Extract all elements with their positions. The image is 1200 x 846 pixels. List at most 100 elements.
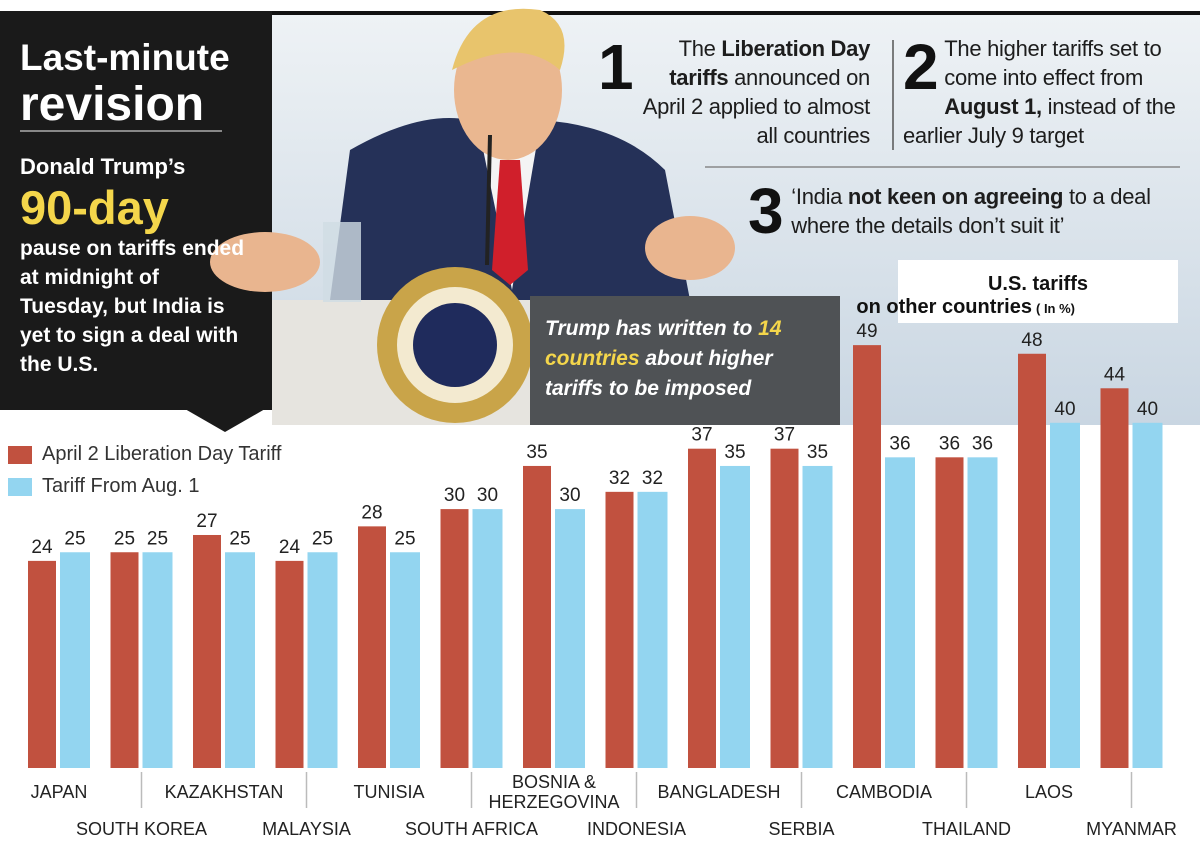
value-label: 37 bbox=[691, 425, 712, 446]
text-run: instead of the earlier July 9 target bbox=[903, 94, 1176, 148]
photo bbox=[210, 8, 735, 425]
value-label: 36 bbox=[972, 433, 993, 454]
bar bbox=[555, 509, 585, 768]
value-label: 25 bbox=[312, 528, 333, 549]
bar bbox=[390, 552, 420, 768]
bar bbox=[1050, 422, 1080, 768]
legend-label: Tariff From Aug. 1 bbox=[42, 475, 200, 497]
x-tick-label: SOUTH KOREA bbox=[75, 819, 208, 839]
value-label: 36 bbox=[939, 433, 960, 454]
bar bbox=[28, 560, 56, 768]
point-number: 2 bbox=[903, 31, 939, 103]
panel-body: pause on tariffs ended at midnight of Tu… bbox=[20, 237, 245, 376]
bar bbox=[60, 552, 90, 768]
bar bbox=[142, 552, 173, 768]
text-run: Trump has written to bbox=[545, 317, 759, 340]
point: 1 The Liberation Day tariffs announced on… bbox=[598, 34, 870, 150]
emphasis: Liberation Day tariffs bbox=[669, 36, 870, 90]
bar bbox=[193, 534, 221, 768]
legend-swatch bbox=[8, 445, 32, 464]
panel-lead: Donald Trump’s bbox=[20, 154, 186, 179]
bar bbox=[1100, 388, 1129, 768]
bar bbox=[307, 552, 338, 768]
text-run: about higher tariffs to be imposed bbox=[545, 347, 773, 400]
value-label: 48 bbox=[1021, 330, 1042, 351]
bar bbox=[853, 345, 881, 768]
legend-item: Tariff From Aug. 1 bbox=[8, 475, 199, 498]
legend-item: April 2 Liberation Day Tariff bbox=[8, 443, 281, 466]
x-tick-label: SOUTH AFRICA bbox=[404, 819, 538, 839]
bar bbox=[225, 552, 255, 768]
value-label: 30 bbox=[444, 485, 465, 506]
bar bbox=[688, 448, 716, 768]
emphasis: August 1, bbox=[944, 94, 1042, 119]
bar bbox=[802, 465, 833, 768]
x-tick-label: TUNISIA bbox=[353, 782, 425, 802]
bar bbox=[110, 552, 139, 768]
bar bbox=[472, 509, 503, 768]
top-rule bbox=[272, 11, 1200, 15]
value-label: 49 bbox=[856, 321, 877, 342]
value-label: 30 bbox=[559, 485, 580, 506]
value-label: 35 bbox=[724, 442, 745, 463]
value-label: 35 bbox=[526, 442, 547, 463]
bar bbox=[523, 465, 551, 768]
title-line: revision bbox=[20, 78, 205, 131]
value-label: 24 bbox=[31, 537, 53, 558]
emphasis: not keen on agreeing bbox=[847, 184, 1064, 209]
bar bbox=[440, 509, 469, 768]
value-label: 36 bbox=[889, 433, 910, 454]
bar bbox=[358, 526, 386, 768]
text-run: ‘India bbox=[791, 184, 848, 209]
callout-box bbox=[530, 296, 840, 425]
point-number: 1 bbox=[598, 31, 634, 103]
bar bbox=[720, 465, 750, 768]
point: 2 The higher tariffs set to come into eff… bbox=[903, 34, 1183, 150]
legend-label: April 2 Liberation Day Tariff bbox=[42, 443, 282, 465]
callout: Trump has written to 14 countries about … bbox=[545, 314, 835, 404]
x-tick-label: JAPAN bbox=[30, 782, 88, 802]
panel-highlight: 90-day bbox=[20, 181, 169, 234]
point: 3 ‘India not keen on agreeing to a deal w… bbox=[748, 175, 1178, 247]
chart-subtitle: on other countries bbox=[856, 296, 1032, 318]
value-label: 40 bbox=[1137, 399, 1158, 420]
point-number: 3 bbox=[748, 175, 784, 247]
bar bbox=[1018, 353, 1046, 768]
emphasis: 14 countries bbox=[545, 317, 782, 370]
x-tick-label: LAOS bbox=[1024, 782, 1074, 802]
bar bbox=[770, 448, 799, 768]
x-tick-label: SERBIA bbox=[768, 819, 835, 839]
value-label: 37 bbox=[774, 425, 795, 446]
x-tick-label: BOSNIA & HERZEGOVINA bbox=[488, 772, 620, 812]
x-tick-label: THAILAND bbox=[921, 819, 1011, 839]
value-label: 28 bbox=[361, 502, 382, 523]
x-tick-label: CAMBODIA bbox=[835, 782, 932, 802]
legend-swatch bbox=[8, 477, 32, 496]
value-label: 35 bbox=[807, 442, 828, 463]
x-tick-label: BANGLADESH bbox=[657, 782, 781, 802]
value-label: 25 bbox=[147, 528, 168, 549]
panel-title: Last-minute revision bbox=[20, 36, 230, 130]
value-label: 44 bbox=[1104, 364, 1126, 385]
text-run: The bbox=[678, 36, 722, 61]
value-label: 25 bbox=[229, 528, 250, 549]
bar bbox=[885, 457, 915, 768]
text-run: The higher tariffs set to come into effe… bbox=[944, 36, 1162, 90]
bar bbox=[605, 491, 634, 768]
value-label: 25 bbox=[64, 528, 85, 549]
bar bbox=[1132, 422, 1163, 768]
value-label: 32 bbox=[642, 468, 663, 489]
value-label: 30 bbox=[477, 485, 498, 506]
x-tick-label: MYANMAR bbox=[1086, 819, 1177, 839]
chart-title-box bbox=[898, 260, 1178, 323]
left-panel bbox=[0, 11, 272, 410]
x-tick-label: MALAYSIA bbox=[262, 819, 351, 839]
unit-note: ( In %) bbox=[1036, 301, 1075, 316]
value-label: 24 bbox=[279, 537, 301, 558]
bar bbox=[275, 560, 304, 768]
bar bbox=[637, 491, 668, 768]
bar bbox=[935, 457, 964, 768]
panel-pointer bbox=[185, 409, 265, 432]
